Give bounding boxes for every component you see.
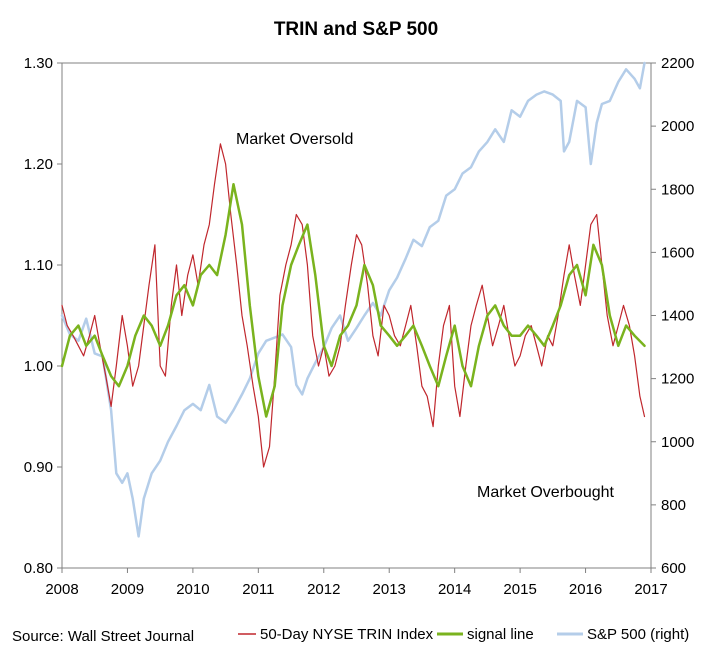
chart-title: TRIN and S&P 500 [274,19,438,40]
left-tick-label-5: 1.30 [24,55,53,72]
x-tick-label-2: 2010 [176,581,209,598]
series-layer [60,61,646,538]
annotation-market-oversold: Market Oversold [236,131,353,148]
x-tick-label-7: 2015 [503,581,536,598]
x-tick-label-4: 2012 [307,581,340,598]
x-tick-label-3: 2011 [242,581,274,598]
x-tick-label-1: 2009 [111,581,144,598]
right-axis: 600 800 1000 1200 1400 1600 1800 2000 2200 [651,55,694,577]
series-sp500-line [60,61,646,538]
left-tick-label-0: 0.80 [24,560,53,577]
x-tick-label-5: 2013 [373,581,406,598]
x-tick-label-8: 2016 [569,581,602,598]
left-axis: 0.80 0.90 1.00 1.10 1.20 1.30 [24,55,62,577]
right-tick-label-4: 1400 [661,308,694,325]
legend-label-sp500: S&P 500 (right) [587,626,689,643]
right-tick-label-5: 1600 [661,244,694,261]
left-tick-label-1: 0.90 [24,459,53,476]
x-tick-label-9: 2017 [634,581,667,598]
source-note: Source: Wall Street Journal [12,628,194,645]
right-tick-label-7: 2000 [661,118,694,135]
legend-label-trin: 50-Day NYSE TRIN Index [260,626,434,643]
legend-label-signal: signal line [467,626,534,643]
x-axis: 2008 2009 2010 2011 2012 2013 2014 2015 2016 2017 [45,568,668,598]
left-tick-label-4: 1.20 [24,156,53,173]
right-tick-label-1: 800 [661,497,686,514]
right-tick-label-0: 600 [661,560,686,577]
right-tick-label-6: 1800 [661,181,694,198]
right-tick-label-3: 1200 [661,371,694,388]
annotation-market-overbought: Market Overbought [477,484,615,501]
right-tick-label-2: 1000 [661,434,694,451]
left-tick-label-2: 1.00 [24,358,53,375]
left-tick-label-3: 1.10 [24,257,53,274]
x-tick-label-6: 2014 [438,581,471,598]
right-tick-label-8: 2200 [661,55,694,72]
series-trin-line [61,143,646,468]
x-tick-label-0: 2008 [45,581,78,598]
legend: 50-Day NYSE TRIN Index signal line S&P 5… [238,626,689,643]
series-signal-line [60,182,646,418]
